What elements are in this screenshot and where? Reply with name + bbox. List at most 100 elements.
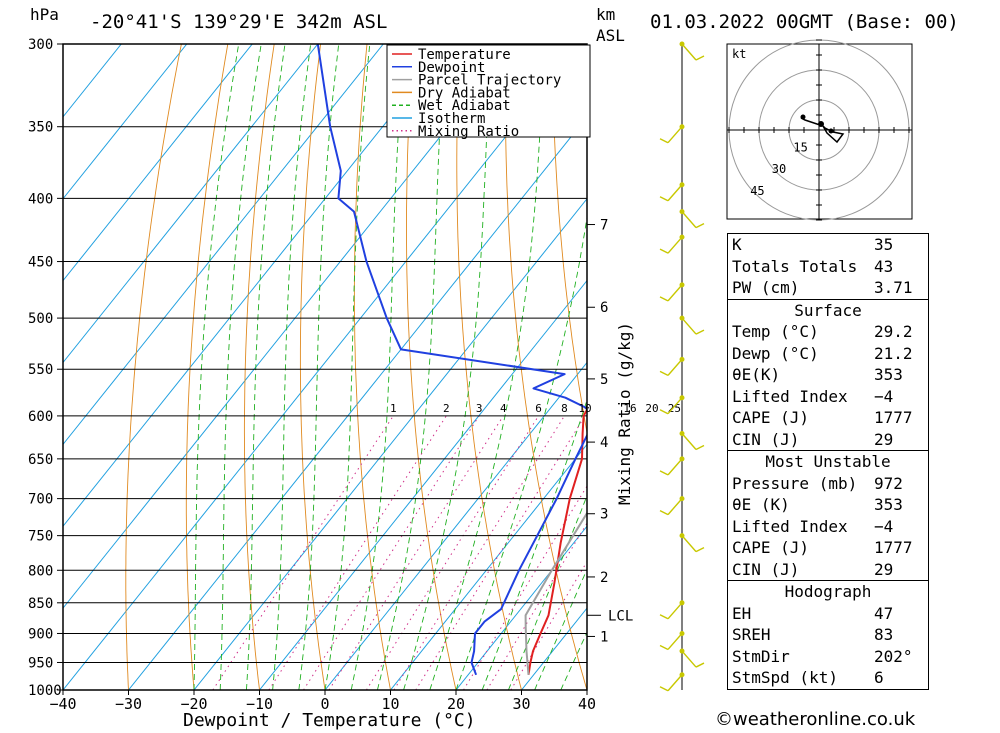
mixing-ratio-line bbox=[328, 415, 504, 690]
wind-barb-feather bbox=[659, 614, 669, 620]
legend-entry: Parcel Trajectory bbox=[418, 73, 561, 89]
mu-li-value: −4 bbox=[874, 516, 894, 536]
legend-entry: Isotherm bbox=[418, 111, 485, 127]
temperature-tick-label: 0 bbox=[320, 695, 329, 713]
legend-entry: Mixing Ratio bbox=[418, 124, 519, 140]
isotherm bbox=[63, 44, 253, 282]
surface-cin-label: CIN (J) bbox=[732, 429, 800, 449]
mixing-ratio-line bbox=[268, 415, 447, 690]
wind-barb bbox=[681, 650, 697, 668]
km-tick-label: 2 bbox=[600, 570, 608, 586]
wind-barb bbox=[667, 633, 683, 650]
wind-barb bbox=[667, 126, 683, 144]
wind-level-dot bbox=[679, 533, 685, 539]
pressure-unit: hPa bbox=[30, 5, 59, 24]
mu-li-label: Lifted Index bbox=[732, 516, 848, 536]
mu-pressure-value: 972 bbox=[874, 473, 903, 493]
location-title: -20°41'S 139°29'E 342m ASL bbox=[90, 11, 387, 33]
pressure-tick-label: 650 bbox=[28, 452, 53, 468]
mixing-ratio-label: 20 bbox=[645, 402, 658, 415]
lcl-label: LCL bbox=[608, 608, 633, 624]
wet-adiabat bbox=[245, 44, 286, 690]
mixing-ratio-line bbox=[303, 415, 480, 690]
series-parcel-trajectory bbox=[524, 511, 587, 675]
temperature-tick-label: −30 bbox=[115, 695, 142, 713]
series-temperature bbox=[527, 407, 587, 675]
temperature-tick-label: −10 bbox=[246, 695, 273, 713]
surface-thetae-label: θE(K) bbox=[732, 365, 781, 384]
pw-label: PW (cm) bbox=[732, 278, 800, 297]
km-tick-label: 3 bbox=[600, 507, 608, 523]
wind-barb bbox=[667, 674, 683, 692]
surface-dewp-value: 21.2 bbox=[874, 343, 913, 363]
wind-barb-feather bbox=[659, 196, 669, 202]
wind-level-dot bbox=[679, 600, 685, 606]
hodograph-params-title: Hodograph bbox=[784, 582, 872, 601]
hodograph: kt 15 30 45 bbox=[726, 39, 913, 221]
wind-barb bbox=[667, 236, 683, 254]
surface-cape-row: CAPE (J) 1777 bbox=[728, 407, 928, 429]
wind-level-dot bbox=[679, 356, 685, 362]
sreh-value: 83 bbox=[874, 625, 894, 644]
mixing-ratio-label: 4 bbox=[500, 402, 507, 415]
legend-entry: Wet Adiabat bbox=[418, 98, 511, 114]
km-label: km bbox=[596, 5, 615, 24]
pressure-tick-label: 700 bbox=[28, 492, 53, 508]
surface-thetae-value: 353 bbox=[874, 365, 903, 384]
mixing-ratio-label: 2 bbox=[443, 402, 450, 415]
wind-level-dot bbox=[679, 496, 685, 502]
most-unstable-title: Most Unstable bbox=[765, 452, 891, 471]
dry-adiabat bbox=[924, 44, 1000, 690]
wind-barb-feather bbox=[695, 55, 705, 61]
pw-row: PW (cm) 3.71 bbox=[728, 277, 928, 299]
pressure-tick-label: 300 bbox=[28, 37, 53, 53]
wet-adiabat bbox=[507, 494, 587, 690]
wind-barb-feather bbox=[695, 547, 705, 553]
isotherm bbox=[455, 525, 587, 690]
pressure-tick-label: 400 bbox=[28, 191, 53, 207]
surface-temp-value: 29.2 bbox=[874, 322, 913, 341]
surface-thetae-row: θE(K) 353 bbox=[728, 364, 928, 386]
mixing-ratio-label: 3 bbox=[476, 402, 483, 415]
temperature-tick-label: −40 bbox=[49, 695, 76, 713]
hodograph-unit: kt bbox=[732, 47, 746, 61]
pressure-tick-label: 500 bbox=[28, 311, 53, 327]
wind-barb-feather bbox=[659, 248, 669, 254]
temperature-tick-label: 10 bbox=[381, 695, 399, 713]
background-grid bbox=[63, 44, 1000, 690]
isotherm bbox=[128, 116, 587, 690]
stmdir-row: StmDir 202° bbox=[728, 646, 928, 668]
mixing-ratio-label: 8 bbox=[561, 402, 568, 415]
date-title: 01.03.2022 00GMT (Base: 00) bbox=[650, 11, 959, 33]
mixing-ratio-label: 6 bbox=[535, 402, 542, 415]
surface-cin-value: 29 bbox=[874, 429, 894, 449]
wind-level-dot bbox=[679, 456, 685, 462]
legend-box bbox=[386, 44, 591, 138]
surface-dewp-label: Dewp (°C) bbox=[732, 343, 819, 363]
wind-barb bbox=[667, 498, 683, 516]
tt-value: 43 bbox=[874, 256, 894, 276]
mu-cin-label: CIN (J) bbox=[732, 559, 800, 579]
surface-li-row: Lifted Index −4 bbox=[728, 386, 928, 408]
wind-barb-feather bbox=[695, 662, 705, 668]
wind-barb-feather bbox=[659, 370, 669, 377]
dry-adiabat bbox=[125, 44, 182, 690]
wind-barb bbox=[667, 358, 683, 376]
mu-thetae-value: 353 bbox=[874, 495, 903, 514]
mu-cape-label: CAPE (J) bbox=[732, 538, 810, 557]
wind-barb-feather bbox=[659, 138, 669, 144]
mu-pressure-row: Pressure (mb) 972 bbox=[728, 473, 928, 495]
hodograph-ring-label: 45 bbox=[750, 184, 764, 198]
wind-barb bbox=[681, 317, 697, 335]
isotherm bbox=[193, 197, 587, 690]
sreh-row: SREH 83 bbox=[728, 624, 928, 646]
mu-thetae-label: θE (K) bbox=[732, 495, 790, 514]
sreh-label: SREH bbox=[732, 625, 771, 644]
k-label: K bbox=[732, 235, 742, 254]
pressure-tick-label: 550 bbox=[28, 362, 53, 378]
wind-barb bbox=[667, 184, 683, 202]
wind-barb bbox=[681, 211, 697, 229]
mixing-ratio-axis-label: Mixing Ratio (g/kg) bbox=[615, 322, 634, 505]
wind-barb-feather bbox=[695, 329, 705, 335]
mu-pressure-label: Pressure (mb) bbox=[732, 473, 858, 493]
